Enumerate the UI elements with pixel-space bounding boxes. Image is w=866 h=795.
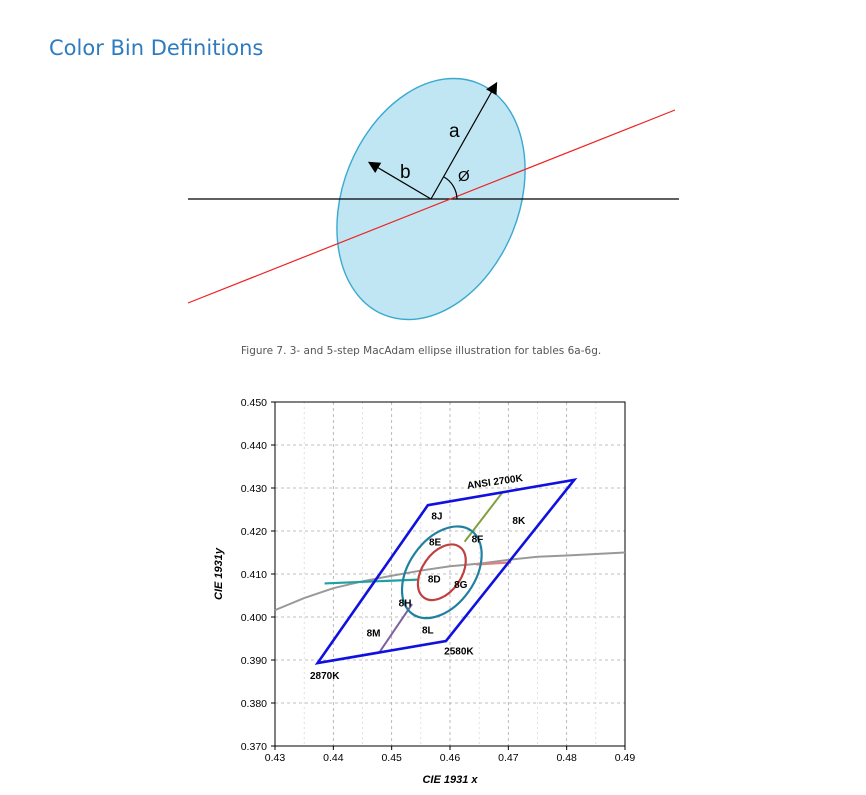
x-tick-label: 0.49 — [615, 752, 636, 764]
five-step-ellipse — [400, 525, 483, 620]
planckian-locus — [274, 551, 626, 612]
divider-upper — [463, 491, 504, 543]
y-tick-label: 0.410 — [241, 569, 267, 581]
x-tick-label: 0.44 — [323, 752, 344, 764]
y-tick-label: 0.420 — [241, 526, 267, 538]
divider-lower — [379, 603, 413, 652]
figure-caption: Figure 7. 3- and 5-step MacAdam ellipse … — [241, 345, 602, 357]
major-axis-line — [187, 109, 676, 304]
bin-label: 8L — [422, 625, 434, 636]
angle-arc — [443, 176, 458, 200]
bin-label: 8H — [399, 598, 412, 609]
arrow-a — [430, 81, 498, 200]
y-axis-label: CIE 1931y — [213, 547, 225, 600]
x-tick-label: 0.43 — [265, 752, 286, 764]
x-tick-label: 0.48 — [556, 752, 577, 764]
bin-label: 8E — [429, 538, 442, 549]
x-tick-label: 0.47 — [498, 752, 519, 764]
y-tick-label: 0.390 — [241, 655, 267, 667]
y-tick-label: 0.380 — [241, 698, 267, 710]
annotation-label: 2870K — [310, 671, 340, 682]
y-tick-label: 0.430 — [241, 483, 267, 495]
three-step-ellipse — [416, 543, 467, 602]
macadam-ellipse-illustration: a b Ø — [187, 77, 679, 321]
x-tick-label: 0.45 — [381, 752, 402, 764]
divider-right — [476, 561, 512, 566]
bin-label: 8K — [512, 516, 526, 527]
bin-label: 8G — [454, 580, 468, 591]
y-tick-label: 0.400 — [241, 612, 267, 624]
label-b: b — [400, 162, 411, 183]
arrow-b — [367, 161, 432, 200]
x-tick-label: 0.46 — [440, 752, 461, 764]
label-a: a — [449, 121, 460, 142]
label-phi: Ø — [458, 168, 470, 185]
y-tick-label: 0.450 — [241, 397, 267, 409]
bin-label: 8F — [472, 535, 484, 546]
annotation-label: 2580K — [444, 646, 474, 657]
y-tick-label: 0.370 — [241, 741, 267, 753]
page-title: Color Bin Definitions — [49, 36, 264, 60]
x-axis-label: CIE 1931 x — [422, 774, 478, 786]
y-tick-label: 0.440 — [241, 440, 267, 452]
ansi-quadrangle — [314, 477, 578, 665]
bin-label: 8J — [431, 511, 442, 522]
bin-label: 8M — [367, 628, 381, 639]
bin-label: 8D — [428, 575, 441, 586]
